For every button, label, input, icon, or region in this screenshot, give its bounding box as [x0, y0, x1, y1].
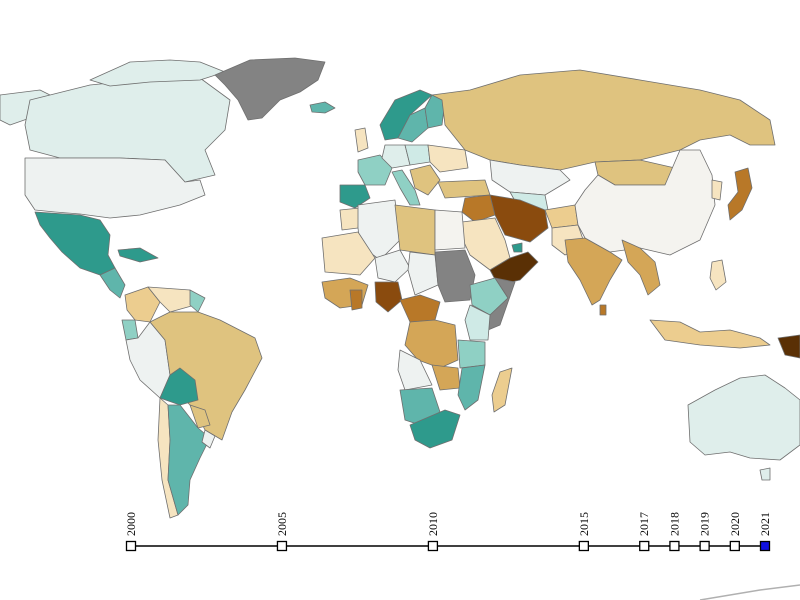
country-sudan[interactable]	[434, 249, 476, 303]
country-egypt[interactable]	[434, 209, 466, 251]
timeline-year-2019-marker[interactable]	[699, 540, 710, 552]
country-syria-iraq[interactable]	[461, 194, 496, 223]
country-new-zealand[interactable]	[759, 467, 771, 481]
country-mozambique[interactable]	[457, 364, 486, 411]
country-mexico[interactable]	[34, 211, 116, 276]
country-philippines[interactable]	[709, 259, 727, 291]
country-afghanistan[interactable]	[544, 204, 579, 229]
timeline-year-2000-label: 2000	[124, 512, 138, 536]
timeline-year-2020-label: 2020	[728, 512, 742, 536]
country-balkans[interactable]	[409, 164, 441, 196]
timeline-year-2018-label: 2018	[667, 512, 681, 536]
country-argentina[interactable]	[167, 404, 211, 516]
country-venezuela[interactable]	[147, 286, 196, 313]
timeline-year-2017-marker[interactable]	[639, 540, 650, 552]
year-timeline[interactable]: 2000 2005 2010 2015 2017 2018 2019 2020 2021	[124, 512, 772, 552]
country-greenland[interactable]	[214, 57, 326, 121]
country-usa[interactable]	[24, 157, 206, 219]
country-germany[interactable]	[381, 144, 411, 169]
timeline-year-2020-marker[interactable]	[729, 540, 740, 552]
country-kenya[interactable]	[464, 304, 491, 341]
country-south-africa[interactable]	[409, 409, 461, 449]
country-sri-lanka[interactable]	[599, 304, 607, 316]
country-australia[interactable]	[687, 374, 800, 461]
country-madagascar[interactable]	[491, 367, 513, 413]
country-uk[interactable]	[354, 127, 369, 153]
country-uae[interactable]	[511, 242, 523, 253]
timeline-year-2010-label: 2010	[426, 512, 440, 536]
timeline-year-2021-marker[interactable]	[759, 540, 771, 552]
country-korea[interactable]	[711, 179, 723, 201]
country-ecuador[interactable]	[121, 319, 139, 341]
antarctica-edge	[699, 584, 800, 600]
country-norway[interactable]	[379, 89, 433, 141]
country-iceland[interactable]	[309, 101, 336, 114]
country-guyana[interactable]	[189, 289, 206, 313]
country-china[interactable]	[574, 149, 716, 256]
country-morocco[interactable]	[339, 207, 361, 231]
country-tanzania[interactable]	[457, 339, 486, 369]
country-cuba[interactable]	[117, 247, 159, 263]
timeline-year-2015-marker[interactable]	[578, 540, 590, 552]
country-central-america[interactable]	[99, 267, 126, 299]
country-uruguay[interactable]	[201, 429, 216, 449]
country-papua-new-guinea[interactable]	[777, 334, 800, 359]
country-kazakhstan[interactable]	[489, 159, 571, 196]
country-france[interactable]	[357, 154, 393, 186]
country-iran[interactable]	[489, 194, 549, 243]
country-chad[interactable]	[407, 251, 439, 296]
timeline-year-2005-marker[interactable]	[276, 540, 288, 552]
country-mauritania-mali[interactable]	[321, 231, 376, 276]
country-japan[interactable]	[727, 167, 753, 221]
timeline-year-2019-label: 2019	[698, 512, 712, 536]
timeline-year-2010-marker[interactable]	[427, 540, 439, 552]
timeline-year-2015-label: 2015	[577, 512, 591, 536]
timeline-year-2021-label: 2021	[758, 512, 772, 536]
country-ghana[interactable]	[349, 289, 363, 311]
country-niger[interactable]	[374, 249, 411, 283]
country-cameroon-car[interactable]	[399, 294, 441, 323]
country-turkey[interactable]	[437, 179, 491, 199]
country-southeast-asia[interactable]	[621, 239, 661, 296]
country-spain[interactable]	[339, 184, 371, 209]
country-indonesia[interactable]	[649, 319, 771, 349]
country-drc[interactable]	[404, 319, 459, 369]
country-angola[interactable]	[397, 349, 433, 391]
country-ukraine[interactable]	[427, 144, 469, 173]
country-paraguay[interactable]	[189, 404, 211, 429]
timeline-year-2018-marker[interactable]	[669, 540, 680, 552]
country-libya[interactable]	[394, 204, 436, 256]
timeline-year-2005-label: 2005	[275, 512, 289, 536]
country-russia[interactable]	[431, 69, 776, 171]
timeline-year-2000-marker[interactable]	[125, 540, 137, 552]
country-zambia[interactable]	[431, 364, 461, 391]
country-italy[interactable]	[391, 169, 421, 206]
timeline-year-2017-label: 2017	[637, 512, 651, 536]
country-nigeria[interactable]	[374, 281, 403, 313]
